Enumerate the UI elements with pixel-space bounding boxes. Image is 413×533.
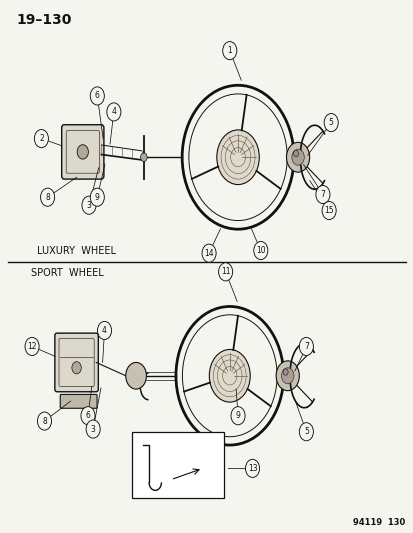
Circle shape xyxy=(81,407,95,425)
Text: 19–130: 19–130 xyxy=(17,13,72,27)
Text: 3: 3 xyxy=(86,201,91,209)
Circle shape xyxy=(275,361,299,391)
Text: 1: 1 xyxy=(227,46,232,55)
Circle shape xyxy=(282,369,287,375)
Circle shape xyxy=(107,103,121,121)
Circle shape xyxy=(90,87,104,105)
Circle shape xyxy=(323,114,337,132)
Circle shape xyxy=(209,350,249,402)
Text: 15: 15 xyxy=(323,206,333,215)
Circle shape xyxy=(253,241,267,260)
Circle shape xyxy=(38,412,51,430)
Text: 10: 10 xyxy=(255,246,265,255)
Circle shape xyxy=(315,185,329,204)
Circle shape xyxy=(299,423,313,441)
Text: 4: 4 xyxy=(111,108,116,116)
Circle shape xyxy=(82,196,96,214)
Circle shape xyxy=(202,244,216,262)
Circle shape xyxy=(222,42,236,60)
Circle shape xyxy=(291,149,304,165)
Text: 11: 11 xyxy=(221,268,230,276)
Text: 7: 7 xyxy=(320,190,325,199)
Circle shape xyxy=(321,201,335,220)
Text: 5: 5 xyxy=(303,427,308,436)
Text: 6: 6 xyxy=(85,411,90,420)
Circle shape xyxy=(293,150,298,157)
Circle shape xyxy=(25,337,39,356)
Circle shape xyxy=(90,188,104,206)
Circle shape xyxy=(140,153,147,161)
Circle shape xyxy=(216,130,259,184)
Circle shape xyxy=(86,420,100,438)
Text: 9: 9 xyxy=(95,193,100,201)
Circle shape xyxy=(230,407,244,425)
Text: 3: 3 xyxy=(90,425,95,433)
Text: 6: 6 xyxy=(95,92,100,100)
Circle shape xyxy=(281,368,293,384)
Circle shape xyxy=(34,130,48,148)
Text: 7: 7 xyxy=(303,342,308,351)
FancyBboxPatch shape xyxy=(60,394,97,408)
Text: 14: 14 xyxy=(204,249,214,257)
Text: 9: 9 xyxy=(235,411,240,420)
Circle shape xyxy=(286,142,309,172)
Circle shape xyxy=(126,362,146,389)
Text: 8: 8 xyxy=(42,417,47,425)
Circle shape xyxy=(299,337,313,356)
Text: 5: 5 xyxy=(328,118,333,127)
Circle shape xyxy=(40,188,55,206)
Text: LUXURY  WHEEL: LUXURY WHEEL xyxy=(37,246,116,256)
Text: 8: 8 xyxy=(45,193,50,201)
Text: 12: 12 xyxy=(27,342,37,351)
Circle shape xyxy=(72,362,81,374)
FancyBboxPatch shape xyxy=(62,125,104,179)
Text: 2: 2 xyxy=(39,134,44,143)
Text: SPORT  WHEEL: SPORT WHEEL xyxy=(31,268,104,278)
Bar xyxy=(132,432,223,498)
Text: 13: 13 xyxy=(247,464,257,473)
Text: 4: 4 xyxy=(102,326,107,335)
Text: 94119  130: 94119 130 xyxy=(353,518,405,527)
Circle shape xyxy=(97,321,111,340)
Circle shape xyxy=(245,459,259,478)
Circle shape xyxy=(218,263,232,281)
Circle shape xyxy=(77,145,88,159)
FancyBboxPatch shape xyxy=(55,333,98,392)
